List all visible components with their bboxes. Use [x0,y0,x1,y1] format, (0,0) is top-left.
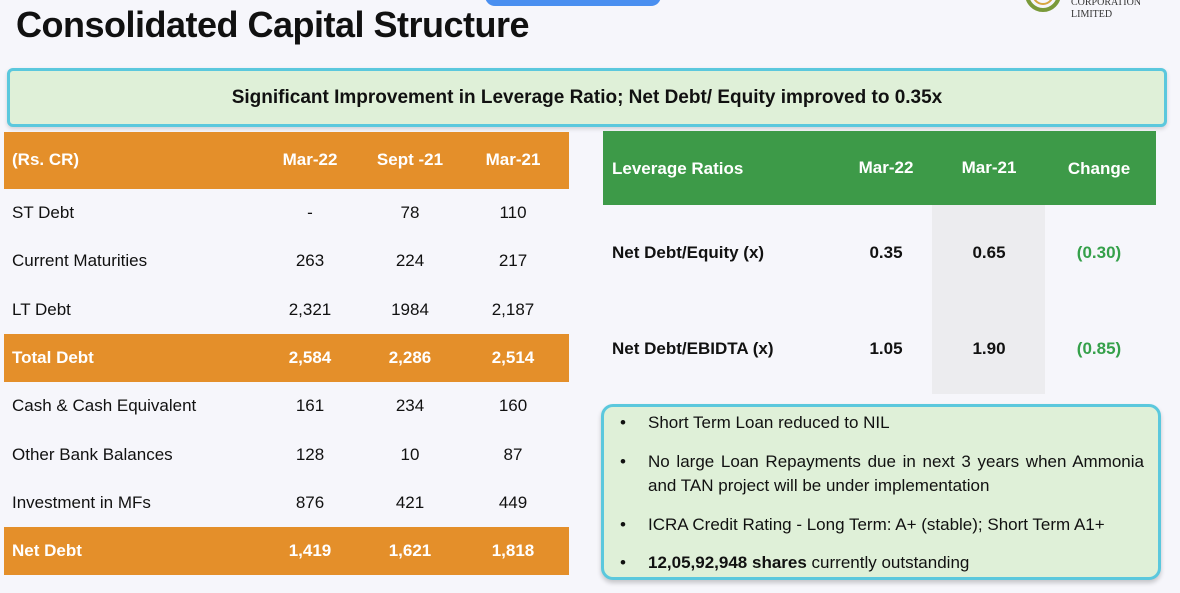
bullet-icon: • [620,413,626,432]
row-label: Other Bank Balances [12,444,173,464]
leverage-header-row: Leverage Ratios Mar-22 Mar-21 Change [603,131,1156,205]
table-row: LT Debt 2,321 1984 2,187 [4,286,569,334]
leverage-header-mar-21: Mar-21 [961,158,1017,177]
page-title: Consolidated Capital Structure [16,4,530,45]
cell-value: 1,621 [388,541,432,561]
cell-value: 217 [498,251,528,271]
table-row: Investment in MFs 876 421 449 [4,479,569,527]
company-logo-icon [1026,0,1060,12]
table-row: Current Maturities 263 224 217 [4,237,569,285]
table-row: Other Bank Balances 128 10 87 [4,430,569,478]
highlight-banner: Significant Improvement in Leverage Rati… [7,68,1167,127]
note-text: No large Loan Repayments due in next 3 y… [648,452,1144,495]
ratio-value: 0.65 [972,243,1006,262]
ratio-value: 1.05 [869,339,903,358]
cell-value: 263 [295,251,325,271]
cell-value: 2,514 [491,348,535,368]
note-text: 12,05,92,948 shares currently outstandin… [648,551,1144,575]
ratio-change: (0.85) [1076,339,1122,358]
cell-value: 2,187 [491,299,535,319]
note-text: Short Term Loan reduced to NIL [648,413,890,432]
ratio-label-net-debt-equity: Net Debt/Equity (x) [612,243,765,262]
table-row: Net Debt 1,419 1,621 1,818 [4,527,569,576]
cell-value: 1,818 [491,541,535,561]
row-label: ST Debt [12,203,75,223]
cell-value: 110 [499,203,527,223]
row-label: LT Debt [12,299,71,319]
note-text: ICRA Credit Rating - Long Term: A+ (stab… [648,515,1105,534]
cell-value: 10 [400,444,420,464]
table-row: Total Debt 2,584 2,286 2,514 [4,333,569,383]
cell-value: 1984 [391,299,429,319]
header-mar-22: Mar-22 [282,150,338,169]
cell-value: 234 [395,396,425,416]
ratio-value: 0.35 [869,243,903,262]
header-sept-21: Sept -21 [376,150,444,169]
leverage-header-label: Leverage Ratios [612,159,744,178]
cell-value: 160 [498,396,528,416]
table-row: ST Debt - 78 110 [4,189,569,237]
cell-value: - [307,203,313,223]
table-row: Cash & Cash Equivalent 161 234 160 [4,382,569,430]
cell-value: 2,584 [288,348,332,368]
header-mar-21: Mar-21 [485,150,541,169]
cell-value: 224 [395,251,425,271]
top-tab-decoration [485,0,661,6]
cell-value: 128 [295,444,325,464]
cell-value: 161 [295,396,325,416]
table-header-row: (Rs. CR) Mar-22 Sept -21 Mar-21 [4,132,569,189]
row-label: Investment in MFs [12,492,151,512]
note-item: • Short Term Loan reduced to NIL [620,411,1144,435]
cell-value: 2,321 [288,299,332,319]
note-item: • 12,05,92,948 shares currently outstand… [620,551,1144,575]
ratio-change: (0.30) [1076,243,1122,262]
leverage-header-mar-22: Mar-22 [858,158,914,177]
row-label: Cash & Cash Equivalent [12,396,197,416]
header-unit: (Rs. CR) [12,150,80,169]
column-shading [932,205,1045,394]
note-bold-text: 12,05,92,948 shares [648,553,807,572]
note-item: • ICRA Credit Rating - Long Term: A+ (st… [620,513,1144,537]
cell-value: 2,286 [388,348,432,368]
note-rest-text: currently outstanding [806,553,970,572]
company-logo-text: CORPORATION LIMITED [1071,0,1142,20]
note-item: • No large Loan Repayments due in next 3… [620,450,1144,498]
key-highlights-box: • Short Term Loan reduced to NIL • No la… [601,404,1161,580]
cell-value: 421 [395,492,425,512]
cell-value: 449 [498,492,528,512]
row-label: Net Debt [12,541,82,561]
ratio-label-net-debt-ebidta: Net Debt/EBIDTA (x) [612,339,774,358]
leverage-header-change: Change [1067,159,1131,178]
bullet-icon: • [620,452,626,471]
cell-value: 1,419 [288,541,332,561]
row-label: Current Maturities [12,251,148,271]
bullet-icon: • [620,515,626,534]
banner-text: Significant Improvement in Leverage Rati… [231,86,943,108]
capital-structure-table: (Rs. CR) Mar-22 Sept -21 Mar-21 ST Debt -… [4,132,569,576]
cell-value: 87 [503,444,523,464]
cell-value: 78 [400,203,420,223]
row-label: Total Debt [12,348,94,368]
leverage-ratios-table: Leverage Ratios Mar-22 Mar-21 Change Net… [603,131,1156,394]
cell-value: 876 [295,492,325,512]
table-body: ST Debt - 78 110 Current Maturities 263 224 217… [4,189,569,576]
ratio-value: 1.90 [972,339,1006,358]
bullet-icon: • [620,553,626,572]
